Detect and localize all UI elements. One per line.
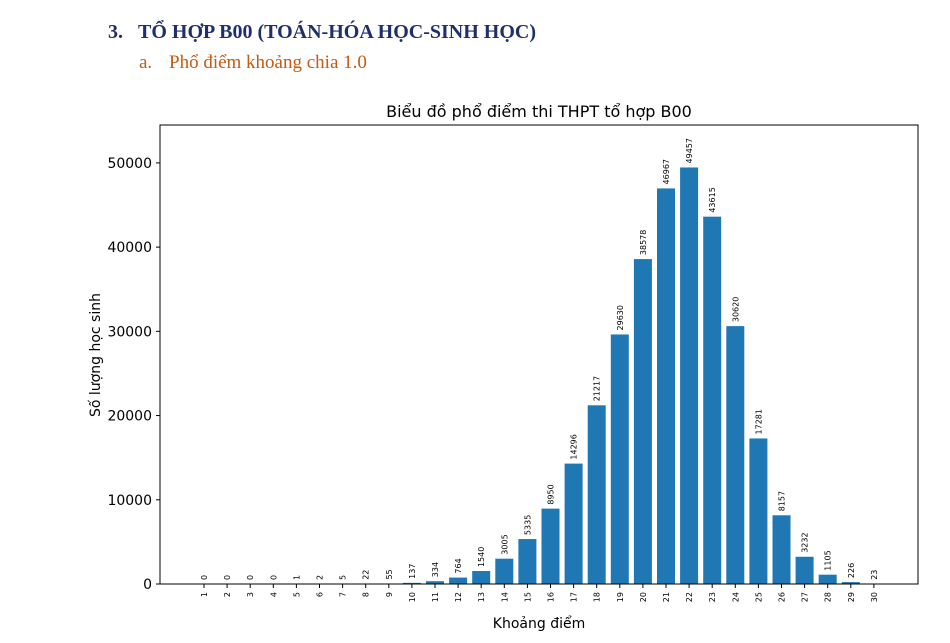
bar-22 [680, 167, 699, 584]
data-label-8: 22 [362, 570, 371, 580]
bar-12 [449, 577, 468, 584]
x-tick-label-21: 21 [662, 592, 671, 602]
data-label-21: 46967 [662, 159, 671, 184]
data-label-9: 55 [385, 569, 394, 579]
x-axis-label: Khoảng điểm [493, 615, 585, 632]
data-label-13: 1540 [477, 547, 486, 567]
data-label-15: 5335 [523, 515, 532, 535]
data-label-20: 38578 [639, 230, 648, 255]
bar-20 [633, 259, 652, 584]
bar-11 [426, 581, 444, 584]
x-tick-label-20: 20 [639, 592, 648, 602]
subsection-number: a. [139, 52, 153, 73]
x-tick-label-1: 1 [200, 592, 209, 597]
bar-23 [703, 216, 722, 585]
x-tick-label-19: 19 [616, 592, 625, 602]
x-tick-label-11: 11 [431, 592, 440, 602]
x-tick-label-10: 10 [408, 592, 417, 602]
x-tick-label-14: 14 [500, 592, 509, 602]
x-tick-label-8: 8 [362, 592, 371, 597]
x-tick-label-18: 18 [593, 592, 602, 602]
x-tick-label-17: 17 [570, 592, 579, 602]
bar-24 [726, 326, 745, 584]
x-tick-label-3: 3 [246, 592, 255, 597]
bar-16 [541, 508, 560, 584]
data-label-19: 29630 [616, 305, 625, 330]
x-tick-label-25: 25 [754, 592, 763, 602]
bar-18 [587, 405, 606, 584]
y-tick-label-0: 0 [143, 577, 152, 593]
data-label-11: 334 [431, 562, 440, 577]
subsection-title: Phổ điểm khoảng chia 1.0 [169, 52, 367, 73]
bar-19 [610, 334, 629, 584]
data-label-17: 14296 [570, 434, 579, 459]
x-tick-label-16: 16 [547, 592, 556, 602]
y-tick-label-20000: 20000 [107, 409, 152, 425]
x-tick-label-5: 5 [292, 592, 301, 597]
data-label-10: 137 [408, 564, 417, 579]
bar-27 [795, 556, 814, 584]
x-tick-label-2: 2 [223, 592, 232, 597]
data-label-18: 21217 [593, 376, 602, 401]
x-tick-label-27: 27 [801, 592, 810, 602]
bar-17 [564, 463, 583, 584]
data-label-1: 0 [200, 575, 209, 580]
subsection-heading: a. Phổ điểm khoảng chia 1.0 [139, 52, 367, 74]
y-tick-label-50000: 50000 [107, 156, 152, 172]
x-tick-label-28: 28 [824, 592, 833, 602]
data-label-30: 23 [870, 570, 879, 580]
data-label-27: 3232 [801, 532, 810, 552]
x-tick-label-22: 22 [685, 592, 694, 602]
x-tick-label-9: 9 [385, 592, 394, 597]
data-label-4: 0 [269, 575, 278, 580]
y-axis-label: Số lượng học sinh [87, 293, 104, 417]
x-tick-label-29: 29 [847, 592, 856, 602]
bar-10 [402, 582, 421, 584]
data-label-26: 8157 [778, 491, 787, 511]
data-label-16: 8950 [547, 484, 556, 504]
section-heading: 3. TỔ HỢP B00 (TOÁN-HÓA HỌC-SINH HỌC) [108, 21, 536, 44]
data-label-24: 30620 [731, 297, 740, 322]
x-tick-label-23: 23 [708, 592, 717, 602]
y-tick-label-10000: 10000 [107, 493, 152, 509]
bar-29 [841, 582, 860, 584]
x-tick-label-26: 26 [778, 592, 787, 602]
bar-13 [472, 571, 491, 584]
data-label-6: 2 [316, 575, 325, 580]
bar-26 [772, 515, 791, 584]
data-label-29: 226 [847, 563, 856, 578]
section-number: 3. [108, 21, 123, 43]
bar-21 [657, 188, 675, 584]
bar-15 [518, 539, 537, 584]
data-label-22: 49457 [685, 138, 694, 163]
data-label-12: 764 [454, 558, 463, 573]
x-tick-label-13: 13 [477, 592, 486, 602]
bar-14 [495, 558, 514, 584]
data-label-23: 43615 [708, 187, 717, 212]
data-label-14: 3005 [500, 534, 509, 554]
data-label-25: 17281 [754, 409, 763, 434]
data-label-5: 1 [292, 575, 301, 580]
plot-frame [159, 124, 919, 585]
data-label-3: 0 [246, 575, 255, 580]
data-label-28: 1105 [824, 550, 833, 570]
x-tick-label-6: 6 [316, 592, 325, 597]
data-label-2: 0 [223, 575, 232, 580]
y-tick-label-40000: 40000 [107, 240, 152, 256]
x-tick-label-7: 7 [339, 592, 348, 597]
x-tick-label-4: 4 [269, 592, 278, 597]
bar-25 [749, 438, 768, 584]
bars-layer: 0 0 0 0 1 2 5 22 55 137 334 764 1540 3005 5335 8950 1429… [200, 138, 883, 585]
x-tick-label-12: 12 [454, 592, 463, 602]
data-label-7: 5 [339, 575, 348, 580]
x-tick-label-30: 30 [870, 592, 879, 602]
y-tick-label-30000: 30000 [107, 324, 152, 340]
x-tick-label-15: 15 [523, 592, 532, 602]
section-title: TỔ HỢP B00 (TOÁN-HÓA HỌC-SINH HỌC) [138, 21, 536, 43]
bar-28 [818, 574, 837, 584]
chart-title: Biểu đồ phổ điểm thi THPT tổ hợp B00 [386, 102, 692, 121]
axes-layer: 1 2 3 4 5 6 7 8 9 10 11 12 13 14 15 16 17 18 19 20 21 22 23 24 2… [107, 156, 878, 602]
x-tick-label-24: 24 [731, 592, 740, 602]
